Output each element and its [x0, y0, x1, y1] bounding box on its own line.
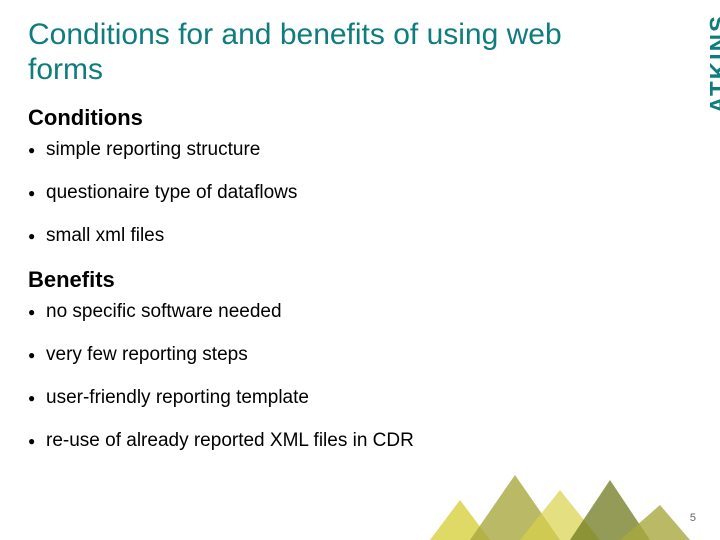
deco-triangle	[470, 475, 560, 540]
list-item: questionaire type of dataflows	[28, 182, 692, 205]
decorative-triangles	[430, 470, 690, 540]
section-heading-benefits: Benefits	[28, 267, 692, 293]
list-item: small xml files	[28, 225, 692, 248]
deco-triangle	[620, 505, 690, 540]
deco-triangle	[570, 480, 650, 540]
list-item: user-friendly reporting template	[28, 387, 692, 410]
conditions-list: simple reporting structure questionaire …	[28, 139, 692, 247]
list-item: simple reporting structure	[28, 139, 692, 162]
slide: ATKINS Conditions for and benefits of us…	[0, 0, 720, 540]
slide-title: Conditions for and benefits of using web…	[28, 18, 692, 87]
list-item: re-use of already reported XML files in …	[28, 430, 692, 453]
page-number: 5	[690, 512, 696, 524]
section-heading-conditions: Conditions	[28, 105, 692, 131]
benefits-list: no specific software needed very few rep…	[28, 301, 692, 452]
list-item: very few reporting steps	[28, 344, 692, 367]
list-item: no specific software needed	[28, 301, 692, 324]
deco-triangle	[430, 500, 490, 540]
deco-triangle	[520, 490, 600, 540]
brand-logo: ATKINS	[706, 14, 720, 114]
